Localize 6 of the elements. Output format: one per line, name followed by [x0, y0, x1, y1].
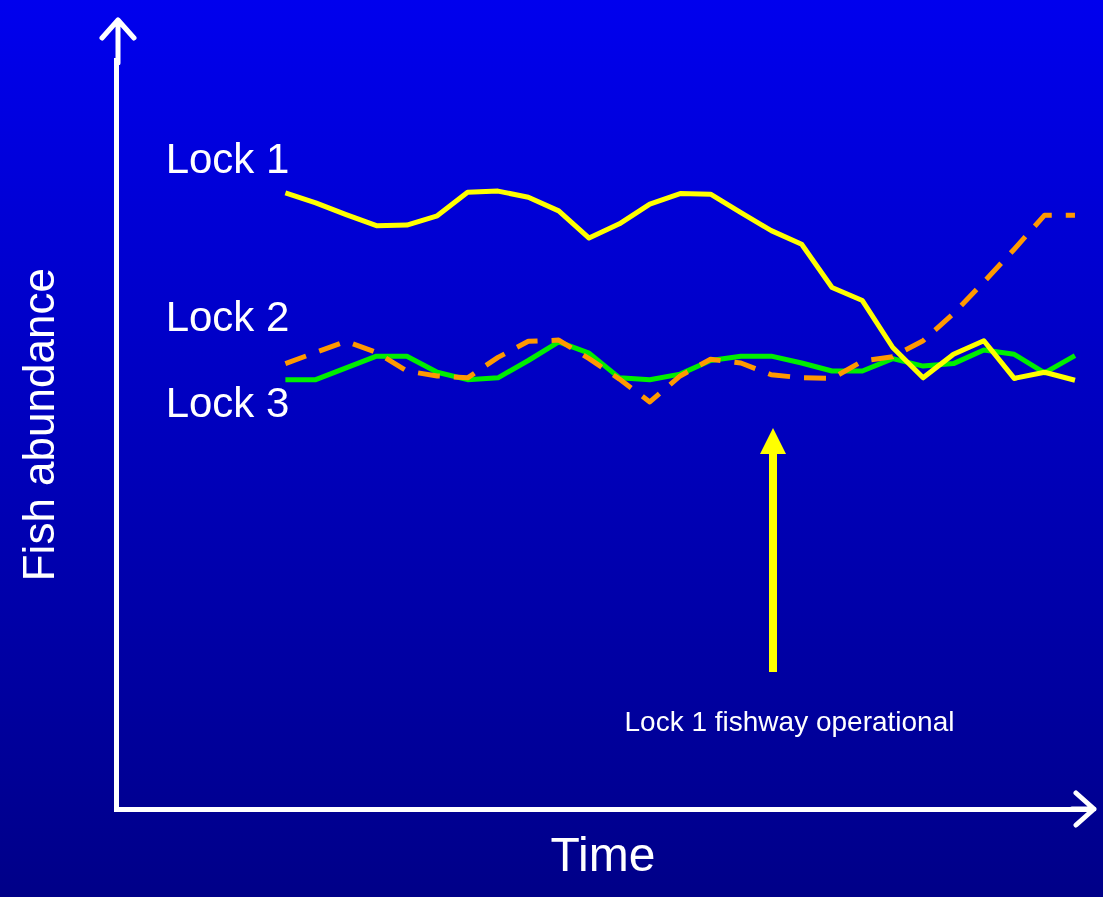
series-label: Lock 1 [165, 134, 290, 182]
y-axis-title: Fish abundance [14, 268, 64, 582]
annotation: Lock 1 fishway operational [624, 705, 955, 737]
x-axis-title: Time [550, 828, 656, 882]
series-label: Lock 3 [165, 379, 290, 427]
series-label: Lock 2 [165, 293, 290, 341]
